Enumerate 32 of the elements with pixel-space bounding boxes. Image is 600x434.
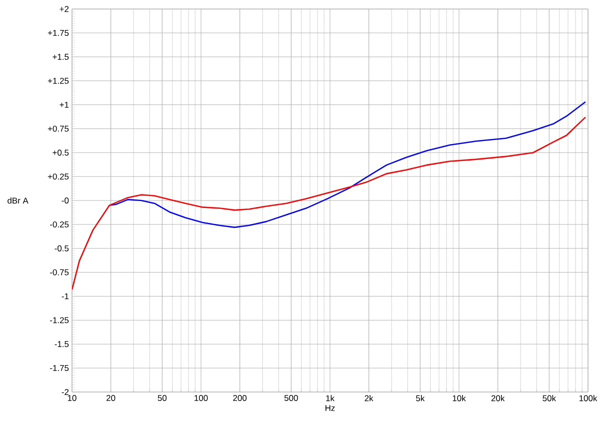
- y-tick-label: -1.25: [50, 317, 69, 324]
- x-tick-label: 20k: [491, 395, 505, 402]
- x-tick-label: 50: [158, 395, 167, 402]
- x-tick-label: 200: [233, 395, 247, 402]
- y-axis-title: dBr A: [8, 197, 28, 204]
- y-tick-label: +1: [60, 102, 69, 108]
- y-tick-label: -1: [62, 293, 69, 300]
- y-tick-label: -0.25: [50, 221, 69, 228]
- y-tick-label: -1.75: [50, 365, 69, 372]
- x-tick-label: 5k: [416, 395, 425, 402]
- x-tick-label: 50k: [542, 395, 556, 402]
- y-tick-label: +0.75: [48, 126, 69, 132]
- x-tick-label: 10k: [452, 395, 466, 402]
- y-tick-label: +0.5: [52, 150, 69, 156]
- y-tick-label: -0.75: [50, 269, 69, 276]
- x-tick-label: 100k: [579, 395, 598, 402]
- x-tick-label: 20: [106, 395, 116, 402]
- y-tick-label: -0: [62, 198, 69, 204]
- y-tick-label: +0.25: [48, 174, 69, 180]
- x-axis-title: Hz: [326, 405, 335, 411]
- y-tick-label: +2: [60, 6, 69, 12]
- y-tick-label: +1.25: [48, 78, 69, 84]
- x-tick-label: 10: [68, 395, 76, 402]
- x-tick-label: 2k: [364, 395, 374, 402]
- x-tick-label: 500: [284, 395, 298, 402]
- y-tick-label: +1.75: [48, 30, 69, 36]
- y-tick-label: -1.5: [54, 341, 69, 348]
- x-tick-label: 100: [194, 395, 208, 402]
- y-tick-label: -2: [62, 389, 69, 395]
- y-tick-label: -0.5: [54, 245, 69, 252]
- x-tick-label: 1k: [326, 395, 334, 402]
- y-tick-label: +1.5: [52, 54, 69, 60]
